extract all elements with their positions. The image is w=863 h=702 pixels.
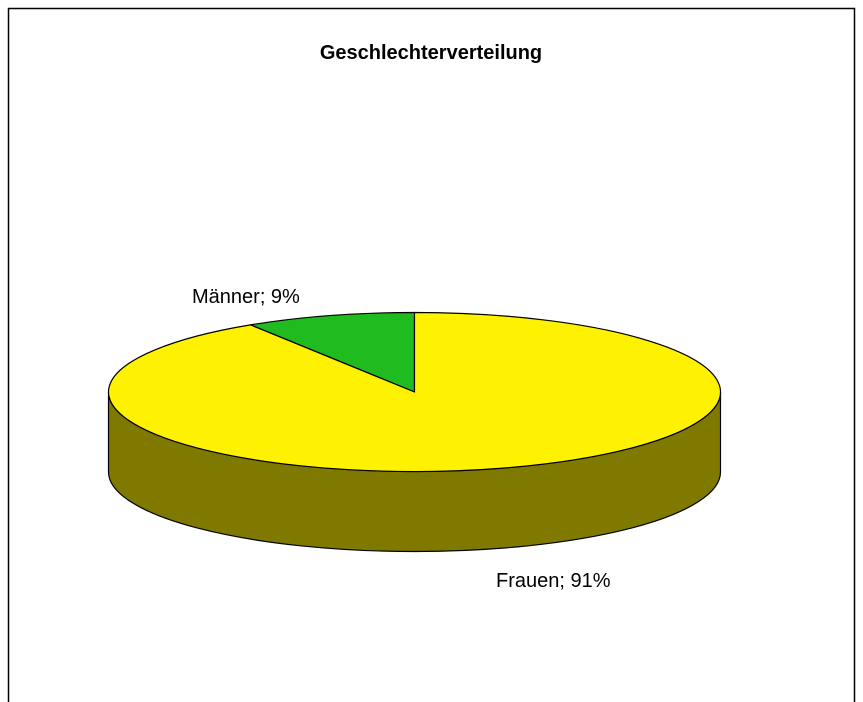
- data-label: Frauen; 91%: [496, 570, 611, 592]
- pie-slice: [107, 311, 722, 473]
- chart-title: Geschlechterverteilung: [320, 42, 542, 64]
- pie-slice: [249, 311, 416, 393]
- pie: [107, 311, 722, 553]
- chart-frame: [7, 7, 856, 702]
- data-label: Männer; 9%: [192, 286, 300, 308]
